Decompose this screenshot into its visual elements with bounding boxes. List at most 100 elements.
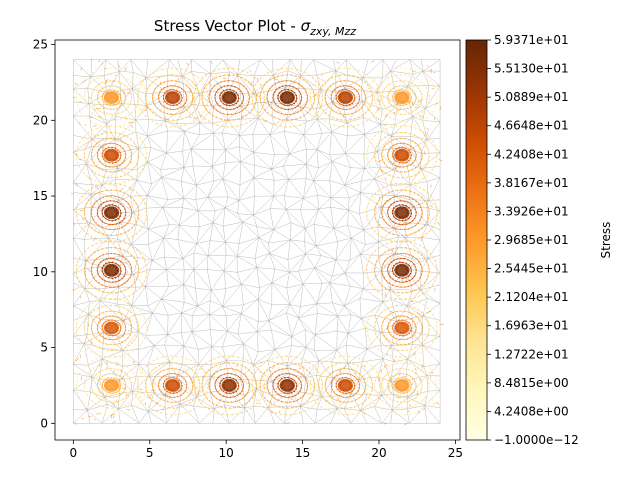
vortex-ring (101, 319, 122, 337)
vortex-ring (335, 88, 356, 107)
vortex-ring (162, 88, 183, 107)
x-tick-label: 0 (70, 446, 78, 460)
vortex-core (394, 91, 410, 104)
vortex-ring (366, 355, 438, 416)
vortex-ring (374, 304, 430, 352)
vortex-ring (366, 297, 438, 358)
colorbar-tick-label: 5.0889e+01 (494, 90, 569, 104)
vortex-ring (101, 203, 122, 222)
vortex-ring (277, 376, 298, 395)
colorbar-ticks: −1.0000e−12 4.2408e+00 8.4815e+00 1.2722e+0… (487, 33, 579, 447)
vortex-ring (96, 257, 127, 284)
x-tick-label: 10 (219, 446, 234, 460)
vortex-ring (96, 142, 127, 168)
vortex-ring (90, 252, 133, 288)
x-axis: 0 5 10 15 20 25 (70, 440, 463, 460)
vortex-ring (392, 89, 412, 107)
vortex-ring (151, 367, 194, 403)
vortex-19 (366, 182, 438, 243)
vortex-10 (251, 67, 324, 128)
vortex-ring (374, 131, 430, 179)
y-tick-label: 5 (40, 341, 48, 355)
plot-area (70, 58, 444, 426)
vortex-ring (214, 84, 245, 111)
y-tick-label: 25 (33, 38, 48, 52)
chart-title-text: Stress Vector Plot - (154, 17, 301, 35)
vortex-ring (366, 240, 438, 301)
vortex-ring (387, 372, 417, 398)
vortex-ring (75, 125, 148, 186)
vortex-ring (201, 74, 257, 121)
vortex-core (165, 91, 181, 104)
vortex-core (221, 91, 237, 104)
vortex-ring (144, 362, 201, 409)
vortex-ring (83, 74, 140, 121)
x-tick-label: 20 (371, 446, 386, 460)
x-tick-label: 25 (448, 446, 463, 460)
vortex-core (394, 263, 410, 277)
vortex-ring (208, 80, 251, 116)
vortex-core (103, 148, 120, 162)
y-axis: 0 5 10 15 20 25 (33, 38, 55, 430)
vortex-core (103, 206, 120, 220)
vortex-ring (136, 67, 209, 128)
vortex-5 (309, 355, 382, 416)
colorbar-label: Stress (599, 222, 613, 259)
vortex-core (337, 91, 354, 104)
vortex-ring (208, 367, 251, 403)
vortex-ring (387, 142, 417, 168)
mesh-lines (73, 59, 441, 424)
vortex-ring (83, 304, 140, 352)
vortex-ring (193, 355, 265, 416)
vortex-core (279, 379, 295, 392)
vortex-core (337, 379, 354, 392)
colorbar-tick-label: 1.6963e+01 (494, 319, 569, 333)
plot-frame (54, 39, 461, 441)
vortex-ring (317, 74, 374, 121)
vortex-7 (75, 67, 148, 128)
colorbar-tick-label: 3.3926e+01 (494, 204, 569, 218)
chart-title-subscript: zxy, Mzz (309, 25, 356, 38)
vortex-ring (391, 146, 413, 164)
vortex-ring (75, 297, 148, 358)
vortex-ring (324, 367, 367, 403)
vortex-ring (309, 67, 382, 128)
vortex-ring (381, 368, 423, 403)
vortex-ring (391, 261, 413, 280)
vortex-ring (157, 84, 188, 111)
colorbar-tick-label: 5.9371e+01 (494, 33, 569, 47)
vortex-15 (75, 182, 148, 243)
vortex-14 (75, 240, 148, 301)
vortex-ring (381, 137, 423, 173)
vortex-ring (251, 67, 324, 128)
boundary-vector-lines (70, 58, 444, 426)
vortex-ring (101, 261, 122, 280)
vortex-11 (309, 67, 382, 128)
x-tick-label: 5 (146, 446, 154, 460)
vortex-ring (387, 315, 417, 341)
colorbar-tick-label: 8.4815e+00 (494, 376, 569, 390)
x-tick-label: 15 (295, 446, 310, 460)
vortex-ring (391, 203, 413, 222)
colorbar-tick-label: 5.5130e+01 (494, 62, 569, 76)
vortex-ring (83, 247, 140, 294)
vortex-ring (381, 252, 423, 288)
vortex-ring (136, 355, 209, 416)
vortex-ring (90, 368, 133, 403)
vortex-core (103, 379, 120, 392)
vortex-ring (75, 182, 148, 243)
vortex-ring (387, 85, 417, 111)
vortex-20 (366, 125, 438, 186)
vortex-17 (366, 297, 438, 358)
stress-vectors (70, 58, 444, 426)
vortex-core (279, 91, 295, 104)
colorbar-tick-label: 4.2408e+00 (494, 404, 569, 418)
vortex-ring (90, 137, 133, 173)
chart-title: Stress Vector Plot - σzxy, Mzz (154, 17, 356, 38)
vortex-ring (193, 67, 265, 128)
vortex-ring (266, 367, 309, 403)
finite-element-mesh (73, 59, 441, 424)
vortex-ring (381, 310, 423, 346)
vortex-9 (193, 67, 265, 128)
